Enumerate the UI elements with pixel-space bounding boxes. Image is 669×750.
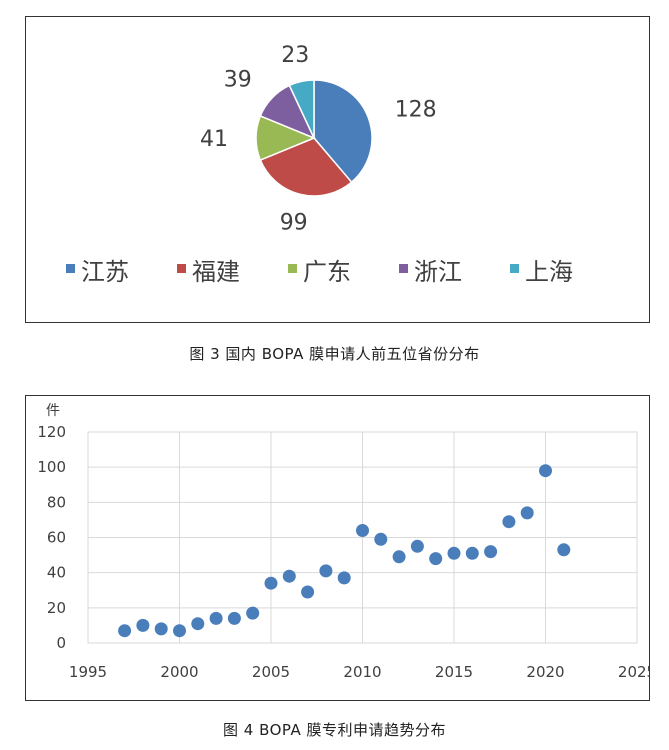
legend-label-2: 广东 bbox=[303, 258, 351, 286]
data-point-2013 bbox=[410, 539, 424, 553]
legend-swatch-1 bbox=[177, 264, 186, 273]
y-tick-label-0: 0 bbox=[56, 634, 66, 652]
legend-swatch-3 bbox=[399, 264, 408, 273]
data-point-2021 bbox=[557, 543, 571, 557]
y-unit-label: 件 bbox=[46, 403, 60, 419]
pie-slice-4 bbox=[288, 79, 315, 139]
pie-data-label-2: 41 bbox=[200, 127, 228, 152]
y-tick-label-5: 100 bbox=[37, 458, 66, 476]
figure-3-caption: 图 3 国内 BOPA 膜申请人前五位省份分布 bbox=[189, 345, 480, 363]
legend-swatch-4 bbox=[510, 264, 519, 273]
y-tick-label-3: 60 bbox=[47, 529, 66, 547]
data-point-2010 bbox=[356, 524, 369, 537]
y-tick-label-6: 120 bbox=[37, 423, 66, 441]
pie-data-label-4: 23 bbox=[281, 43, 309, 68]
data-point-2007 bbox=[301, 585, 315, 599]
data-point-2020 bbox=[539, 464, 552, 478]
data-point-2003 bbox=[227, 611, 241, 625]
pie-chart-panel: 128 99 41 39 23 江苏 福建 广东 浙江 上海 bbox=[25, 16, 650, 323]
y-tick-label-2: 40 bbox=[47, 564, 66, 582]
pie-slice-0 bbox=[313, 79, 373, 184]
data-point-2002 bbox=[209, 611, 223, 625]
x-tick-label-6: 2025 bbox=[618, 663, 649, 681]
pie-data-label-1: 99 bbox=[280, 211, 308, 236]
data-point-2011 bbox=[374, 532, 388, 546]
data-point-2016 bbox=[465, 546, 479, 560]
data-point-2018 bbox=[502, 515, 516, 529]
data-point-2019 bbox=[520, 506, 534, 520]
figure-4-caption: 图 4 BOPA 膜专利申请趋势分布 bbox=[222, 721, 447, 739]
pie-data-label-3: 39 bbox=[224, 68, 252, 93]
data-point-1997 bbox=[118, 624, 132, 638]
legend-label-3: 浙江 bbox=[414, 258, 462, 286]
x-tick-label-2: 2005 bbox=[252, 663, 290, 681]
y-tick-label-4: 80 bbox=[47, 493, 66, 511]
pie-chart: 128 99 41 39 23 江苏 福建 广东 浙江 上海 bbox=[66, 43, 573, 286]
x-tick-label-0: 1995 bbox=[69, 663, 107, 681]
data-point-2008 bbox=[319, 564, 333, 578]
data-point-1999 bbox=[154, 622, 168, 636]
data-point-2017 bbox=[484, 545, 498, 559]
scatter-chart: 0 20 40 60 80 100 120 1995 2000 2005 2010 2015 2020 2… bbox=[37, 403, 649, 681]
data-point-2009 bbox=[337, 571, 351, 585]
data-point-2000 bbox=[173, 624, 186, 638]
x-tick-label-4: 2015 bbox=[435, 663, 473, 681]
data-point-2014 bbox=[429, 552, 443, 566]
legend-swatch-2 bbox=[288, 264, 297, 273]
x-tick-label-1: 2000 bbox=[160, 663, 198, 681]
pie-data-label-0: 128 bbox=[395, 97, 437, 122]
data-point-2015 bbox=[447, 546, 461, 560]
legend-swatch-0 bbox=[66, 264, 75, 273]
x-tick-label-5: 2020 bbox=[526, 663, 564, 681]
y-tick-label-1: 20 bbox=[47, 599, 66, 617]
pie-slice-1 bbox=[259, 137, 353, 197]
data-point-2012 bbox=[392, 550, 406, 564]
data-point-2006 bbox=[282, 569, 296, 583]
legend-label-1: 福建 bbox=[192, 258, 240, 286]
scatter-chart-panel: 0 20 40 60 80 100 120 1995 2000 2005 2010 2015 2020 2… bbox=[25, 395, 650, 701]
x-tick-label-3: 2010 bbox=[343, 663, 381, 681]
legend-label-4: 上海 bbox=[525, 258, 573, 286]
legend-label-0: 江苏 bbox=[81, 258, 129, 286]
data-point-2005 bbox=[264, 576, 278, 590]
data-point-2001 bbox=[191, 617, 205, 631]
data-point-1998 bbox=[136, 618, 150, 632]
data-point-2004 bbox=[246, 606, 260, 620]
